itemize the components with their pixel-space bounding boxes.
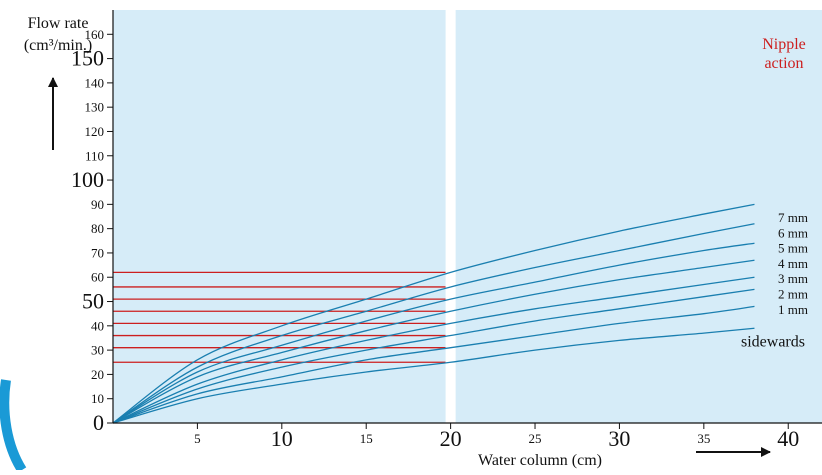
series-label-1: 6 mm <box>778 225 808 240</box>
reference-lines <box>113 271 446 363</box>
series-label-6: 1 mm <box>778 302 808 317</box>
y-tick-label-2: 20 <box>91 367 104 382</box>
series-line-5 <box>112 288 755 424</box>
x-tick-label-4: 25 <box>529 431 542 446</box>
series-line-0 <box>112 203 755 424</box>
x-tick-label-1: 10 <box>271 426 293 451</box>
series-label-3: 4 mm <box>778 256 808 271</box>
y-tick-label-10: 100 <box>71 167 104 192</box>
flow-curves <box>112 203 755 424</box>
series-line-7 <box>112 327 755 424</box>
y-tick-label-14: 140 <box>85 75 105 90</box>
annotation-line2: action <box>764 55 803 72</box>
y-tick-label-11: 110 <box>85 148 104 163</box>
series-line-6 <box>112 305 755 424</box>
plot-background <box>113 10 822 423</box>
series-label-7: sidewards <box>741 333 805 350</box>
y-tick-label-9: 90 <box>91 197 104 212</box>
x-axis-title: Water column (cm) <box>478 452 602 469</box>
decorative-arc <box>0 379 27 473</box>
x-axis-ticks: 5 10 15 20 25 30 35 40 <box>194 423 799 451</box>
series-line-1 <box>112 223 755 424</box>
series-labels: 7 mm6 mm5 mm4 mm3 mm2 mm1 mm sidewards <box>741 210 808 350</box>
series-label-0: 7 mm <box>778 210 808 225</box>
y-tick-label-7: 70 <box>91 245 104 260</box>
x-tick-label-2: 15 <box>360 431 373 446</box>
series-label-2: 5 mm <box>778 241 808 256</box>
x-tick-label-5: 30 <box>608 426 630 451</box>
y-tick-label-12: 120 <box>85 124 105 139</box>
series-line-2 <box>112 242 755 424</box>
series-line-4 <box>112 276 755 424</box>
y-tick-label-15: 150 <box>71 46 104 71</box>
y-axis-ticks: 0 10 20 30 40 50 60 70 80 90 100 110 120 130 140 150 160 <box>71 27 113 435</box>
y-tick-label-16: 160 <box>85 27 105 42</box>
series-label-5: 2 mm <box>778 287 808 302</box>
y-tick-label-1: 10 <box>91 391 104 406</box>
annotation-line1: Nipple <box>762 36 806 53</box>
x-tick-label-3: 20 <box>440 426 462 451</box>
y-tick-label-6: 60 <box>91 270 104 285</box>
y-tick-label-13: 130 <box>85 100 105 115</box>
x-tick-label-7: 40 <box>777 426 799 451</box>
y-tick-label-5: 50 <box>82 289 104 314</box>
series-label-4: 3 mm <box>778 271 808 286</box>
y-tick-label-4: 40 <box>91 318 104 333</box>
marker-stripe <box>445 10 456 423</box>
y-tick-label-0: 0 <box>93 410 104 435</box>
x-tick-label-6: 35 <box>697 431 710 446</box>
y-axis-title-line2: (cm³/min.) <box>24 37 92 54</box>
y-tick-label-3: 30 <box>91 343 104 358</box>
series-line-3 <box>112 259 755 424</box>
y-tick-label-8: 80 <box>91 221 104 236</box>
y-axis-title-line1: Flow rate <box>28 15 89 32</box>
x-tick-label-0: 5 <box>194 431 201 446</box>
